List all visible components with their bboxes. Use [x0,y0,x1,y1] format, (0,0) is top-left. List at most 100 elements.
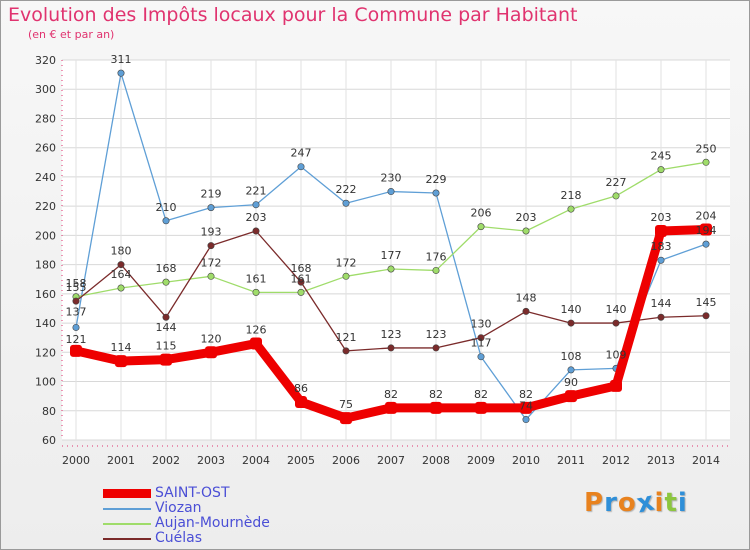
y-tick-label: 240 [35,171,56,184]
data-point [657,313,665,321]
data-label: 172 [336,256,357,269]
data-point [477,353,485,361]
y-tick-label: 280 [35,112,56,125]
data-label: 155 [66,281,87,294]
data-label: 137 [66,305,87,318]
data-label: 203 [246,211,267,224]
data-point [702,240,710,248]
y-tick-label: 200 [35,229,56,242]
data-point [117,261,125,269]
data-point [565,390,577,403]
data-label: 176 [426,250,447,263]
y-tick-label: 80 [42,405,56,418]
data-label: 90 [564,376,578,389]
data-point [162,313,170,321]
data-label: 245 [651,150,672,163]
logo-letter: r [604,488,618,518]
data-point [72,297,80,305]
data-label: 130 [471,318,492,331]
x-tick-label: 2009 [467,454,495,467]
data-point [477,223,485,231]
data-point [297,288,305,296]
y-tick-label: 220 [35,200,56,213]
data-point [342,272,350,280]
data-point [295,396,307,408]
data-label: 82 [384,388,398,401]
data-label: 82 [429,388,443,401]
y-tick-label: 140 [35,317,56,330]
data-point [385,401,397,414]
data-label: 210 [156,201,177,214]
legend-label: Aujan-Mournède [155,515,270,531]
x-tick-label: 2002 [152,454,180,467]
data-point [297,278,305,286]
data-point [700,223,712,236]
data-label: 109 [606,348,627,361]
data-point [655,225,667,237]
data-label: 161 [246,272,267,285]
data-point [432,344,440,352]
x-tick-label: 2008 [422,454,450,467]
data-label: 82 [519,388,533,401]
x-tick-label: 2014 [692,454,720,467]
legend-label: Cuélas [155,530,203,546]
data-label: 203 [651,211,672,224]
logo-letter: o [617,488,637,518]
data-point [430,401,442,414]
logo-letter: P [584,488,605,518]
x-tick-label: 2003 [197,454,225,467]
data-point [70,344,82,357]
data-label: 123 [426,328,447,341]
data-label: 82 [474,388,488,401]
data-label: 144 [651,297,672,310]
data-point [432,266,440,274]
data-label: 74 [519,400,533,413]
data-label: 229 [426,173,447,186]
data-label: 121 [336,331,357,344]
data-point [477,334,485,342]
y-tick-label: 300 [35,83,56,96]
data-point [162,278,170,286]
data-label: 123 [381,328,402,341]
data-point [72,323,80,331]
data-label: 140 [606,303,627,316]
data-label: 148 [516,291,537,304]
x-tick-label: 2011 [557,454,585,467]
x-tick-label: 2005 [287,454,315,467]
data-label: 115 [156,340,177,353]
data-label: 86 [294,382,308,395]
data-point [250,337,262,350]
x-tick-label: 2012 [602,454,630,467]
data-label: 120 [201,332,222,345]
data-point [297,163,305,171]
data-point [522,227,530,235]
legend-swatch-saint-ost [103,489,151,498]
data-point [612,192,620,200]
data-point [567,319,575,327]
data-label: 194 [696,224,717,237]
data-point [432,189,440,197]
data-point [162,217,170,225]
data-point [342,347,350,355]
data-point [387,265,395,273]
y-tick-label: 260 [35,142,56,155]
data-point [252,227,260,235]
data-point [207,272,215,280]
data-point [207,242,215,250]
data-label: 145 [696,296,717,309]
y-tick-label: 320 [35,54,56,67]
data-label: 180 [111,245,132,258]
data-label: 114 [111,341,132,354]
y-tick-label: 120 [35,346,56,359]
data-label: 206 [471,207,492,220]
data-point [657,256,665,264]
legend-swatch-viozan [103,508,151,510]
data-point [117,69,125,77]
data-point [610,379,622,392]
data-label: 219 [201,188,222,201]
logo-letter: t [664,488,678,518]
data-label: 247 [291,147,312,160]
y-tick-label: 60 [42,434,56,447]
data-label: 311 [111,53,132,66]
